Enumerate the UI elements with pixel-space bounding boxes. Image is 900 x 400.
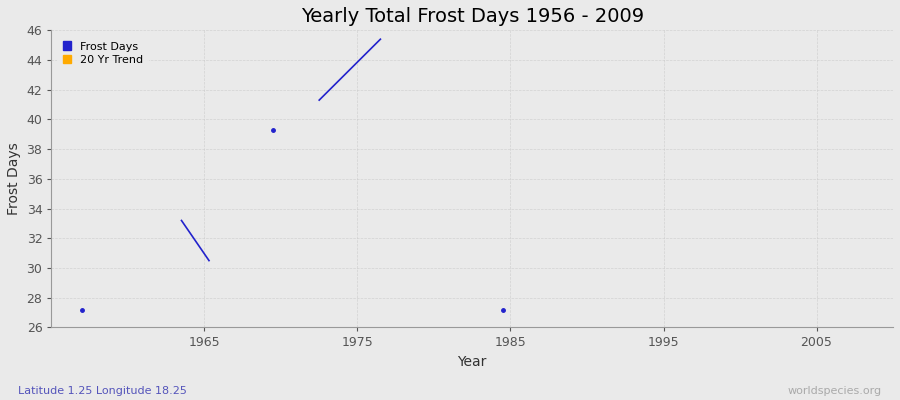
X-axis label: Year: Year: [457, 355, 487, 369]
Title: Yearly Total Frost Days 1956 - 2009: Yearly Total Frost Days 1956 - 2009: [301, 7, 644, 26]
Y-axis label: Frost Days: Frost Days: [7, 142, 21, 215]
Legend: Frost Days, 20 Yr Trend: Frost Days, 20 Yr Trend: [57, 36, 149, 70]
Text: Latitude 1.25 Longitude 18.25: Latitude 1.25 Longitude 18.25: [18, 386, 187, 396]
Text: worldspecies.org: worldspecies.org: [788, 386, 882, 396]
